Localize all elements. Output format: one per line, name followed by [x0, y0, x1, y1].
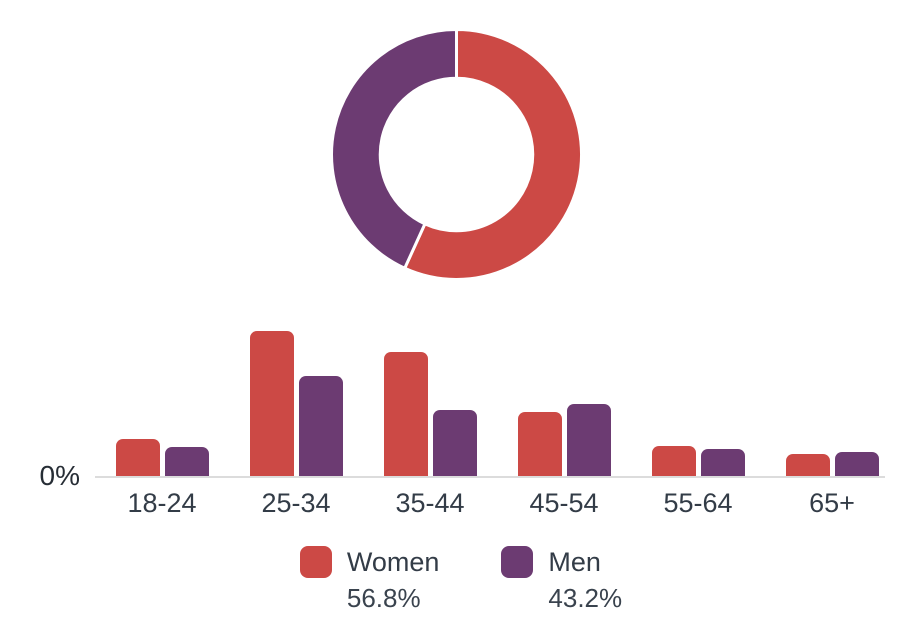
bar-men-45-54 [566, 404, 611, 477]
bar-women-45-54 [517, 412, 562, 477]
category-label-18-24: 18-24 [127, 488, 197, 518]
bar-men-35-44 [432, 410, 477, 477]
age-bar-chart [95, 327, 899, 477]
bar-group-35-44 [363, 327, 497, 477]
gender-donut-chart [328, 26, 585, 283]
y-axis-zero-label: 0% [39, 460, 80, 491]
legend-item-men[interactable]: Men 43.2% [501, 546, 622, 611]
category-label-65+: 65+ [809, 488, 855, 518]
legend-percent-men: 43.2% [548, 583, 623, 613]
bar-men-55-64 [700, 449, 745, 477]
legend-swatch-men [501, 546, 534, 578]
bar-group-55-64 [631, 327, 765, 477]
legend-swatch-women [299, 546, 332, 578]
bar-group-18-24 [95, 327, 229, 477]
legend-label-men: Men [548, 547, 601, 577]
bar-men-25-34 [298, 376, 343, 477]
bar-women-18-24 [115, 439, 160, 477]
bar-group-45-54 [497, 327, 631, 477]
bar-group-25-34 [229, 327, 363, 477]
legend-item-women[interactable]: Women 56.8% [299, 546, 440, 613]
bar-women-25-34 [249, 331, 294, 477]
donut-segment-women [403, 28, 583, 281]
chart-legend: Women 56.8% Men 43.2% [0, 546, 922, 611]
donut-segment-men [330, 28, 458, 270]
x-axis-category-labels: 18-24 25-34 35-44 45-54 55-64 65+ [95, 488, 899, 519]
bar-men-65+ [834, 452, 879, 477]
category-label-45-54: 45-54 [529, 488, 599, 518]
bar-women-35-44 [383, 352, 428, 477]
bar-men-18-24 [164, 447, 209, 477]
category-label-35-44: 35-44 [395, 488, 465, 518]
legend-percent-women: 56.8% [346, 583, 421, 613]
bar-group-65+ [765, 327, 899, 477]
x-axis-line [95, 476, 885, 478]
category-label-25-34: 25-34 [261, 488, 331, 518]
bar-women-55-64 [651, 446, 696, 477]
legend-label-women: Women [346, 547, 440, 577]
category-label-55-64: 55-64 [663, 488, 733, 518]
donut-svg [330, 28, 583, 281]
bar-women-65+ [785, 454, 830, 477]
